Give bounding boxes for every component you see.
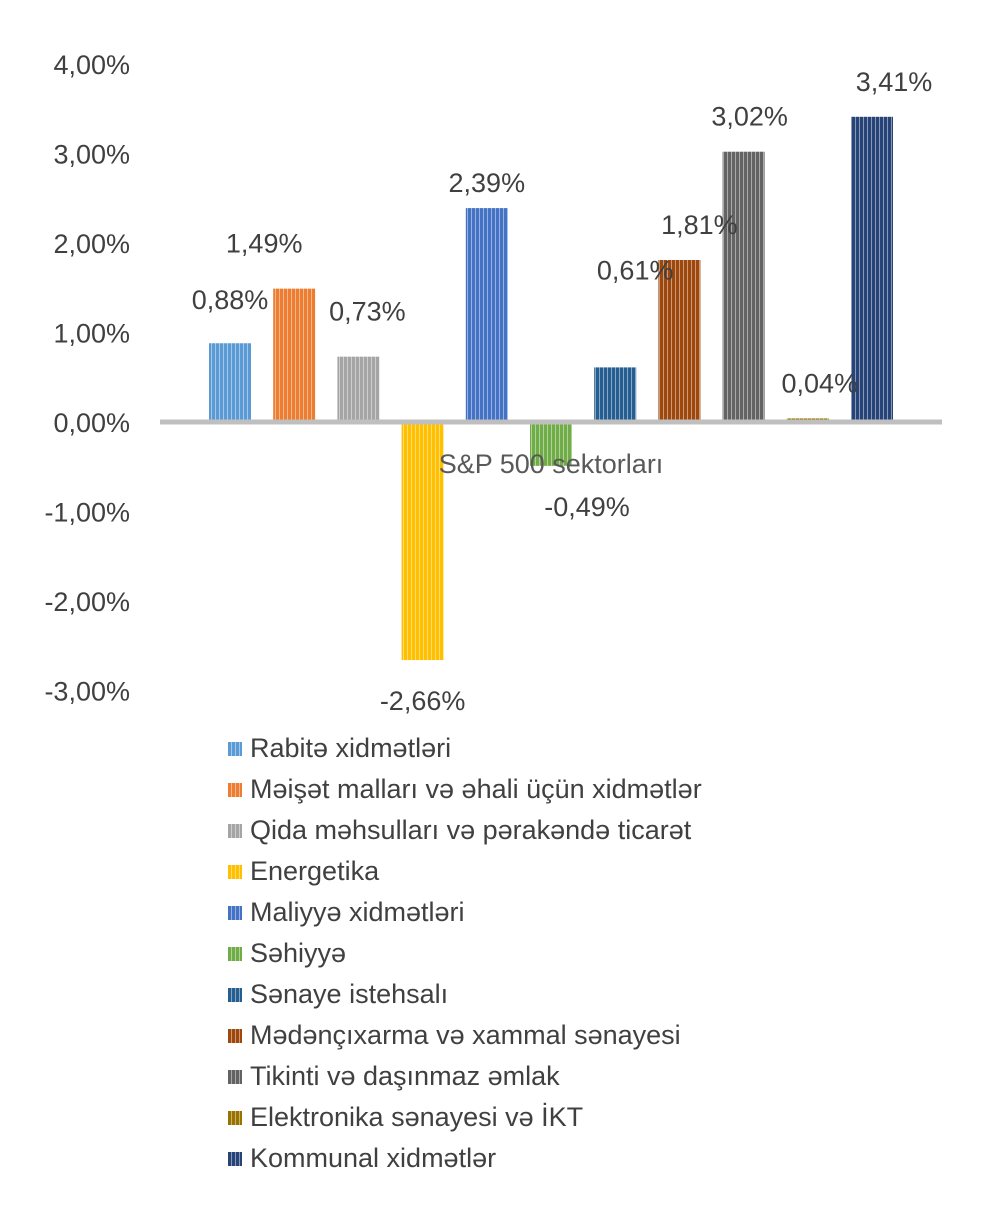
legend-item: Elektronika sənayesi və İKT [228,1097,702,1138]
legend-item: Sənaye istehsalı [228,974,702,1015]
bar [465,208,508,422]
data-label: 0,88% [192,285,269,315]
bar [337,356,380,422]
legend-swatch [228,1028,242,1043]
data-label: 0,73% [329,297,406,327]
legend-label: Rabitə xidmətləri [250,733,452,763]
data-label: 1,81% [661,210,738,240]
bar [273,288,316,422]
legend-item: Rabitə xidmətləri [228,728,702,769]
data-label: 1,49% [226,229,303,259]
legend-item: Maliyyə xidmətləri [228,892,702,933]
bar [530,422,572,466]
legend-swatch [228,864,242,879]
legend-item: Məişət malları və əhali üçün xidmətlər [228,769,702,810]
legend-label: Sənaye istehsalı [250,979,449,1009]
legend-label: Mədənçıxarma və xammal sənayesi [250,1020,681,1050]
data-label: -2,66% [380,686,466,716]
x-axis-title: S&P 500 sektorları [439,449,664,479]
legend-swatch [228,1151,242,1166]
data-label: 3,41% [856,67,933,97]
legend-item: Tikinti və daşınmaz əmlak [228,1056,702,1097]
legend-item: Energetika [228,851,702,892]
y-tick-label: 1,00% [53,319,130,349]
y-tick-label: 2,00% [53,229,130,259]
legend-label: Maliyyə xidmətləri [250,897,465,927]
legend-label: Tikinti və daşınmaz əmlak [250,1061,560,1091]
data-label: 3,02% [711,102,788,132]
legend-swatch [228,823,242,838]
data-label: 2,39% [449,168,526,198]
legend-item: Qida məhsulları və pərakəndə ticarət [228,810,702,851]
legend-swatch [228,905,242,920]
bar [658,260,701,422]
data-labels: 0,88% 1,49% 0,73% -2,66% 2,39% -0,49% 0,61% 1,8… [192,67,933,716]
legend-label: Qida məhsulları və pərakəndə ticarət [250,815,692,845]
bar [401,422,444,661]
legend-label: Kommunal xidmətlər [250,1143,497,1173]
bar [594,367,637,422]
legend-label: Məişət malları və əhali üçün xidmətlər [250,774,702,804]
bar-chart: -3,00% -2,00% -1,00% 0,00% 1,00% 2,00% 3,00% 4,… [44,50,942,716]
legend-swatch [228,987,242,1002]
y-tick-label: -3,00% [44,677,130,707]
legend-swatch [228,946,242,961]
bars [209,116,893,661]
bar [722,151,765,422]
legend-item: Mədənçıxarma və xammal sənayesi [228,1015,702,1056]
legend-swatch [228,741,242,756]
legend-swatch [228,782,242,797]
legend-label: Elektronika sənayesi və İKT [250,1102,584,1132]
legend-label: Energetika [250,856,380,886]
y-tick-label: 4,00% [53,50,130,80]
legend-swatch [228,1110,242,1125]
y-tick-label: 3,00% [53,140,130,170]
legend-swatch [228,1069,242,1084]
legend: Rabitə xidmətləri Məişət malları və əhali… [228,728,702,1179]
bar [851,116,893,423]
y-axis-ticks: -3,00% -2,00% -1,00% 0,00% 1,00% 2,00% 3,00% 4,… [44,50,130,707]
data-label: 0,61% [597,255,674,285]
y-tick-label: -2,00% [44,587,130,617]
data-label: -0,49% [544,492,630,522]
y-tick-label: 0,00% [53,408,130,438]
y-tick-label: -1,00% [44,498,130,528]
legend-item: Kommunal xidmətlər [228,1138,702,1179]
bar [209,343,251,422]
legend-item: Səhiyyə [228,933,702,974]
legend-label: Səhiyyə [250,938,347,968]
data-label: 0,04% [782,368,859,398]
